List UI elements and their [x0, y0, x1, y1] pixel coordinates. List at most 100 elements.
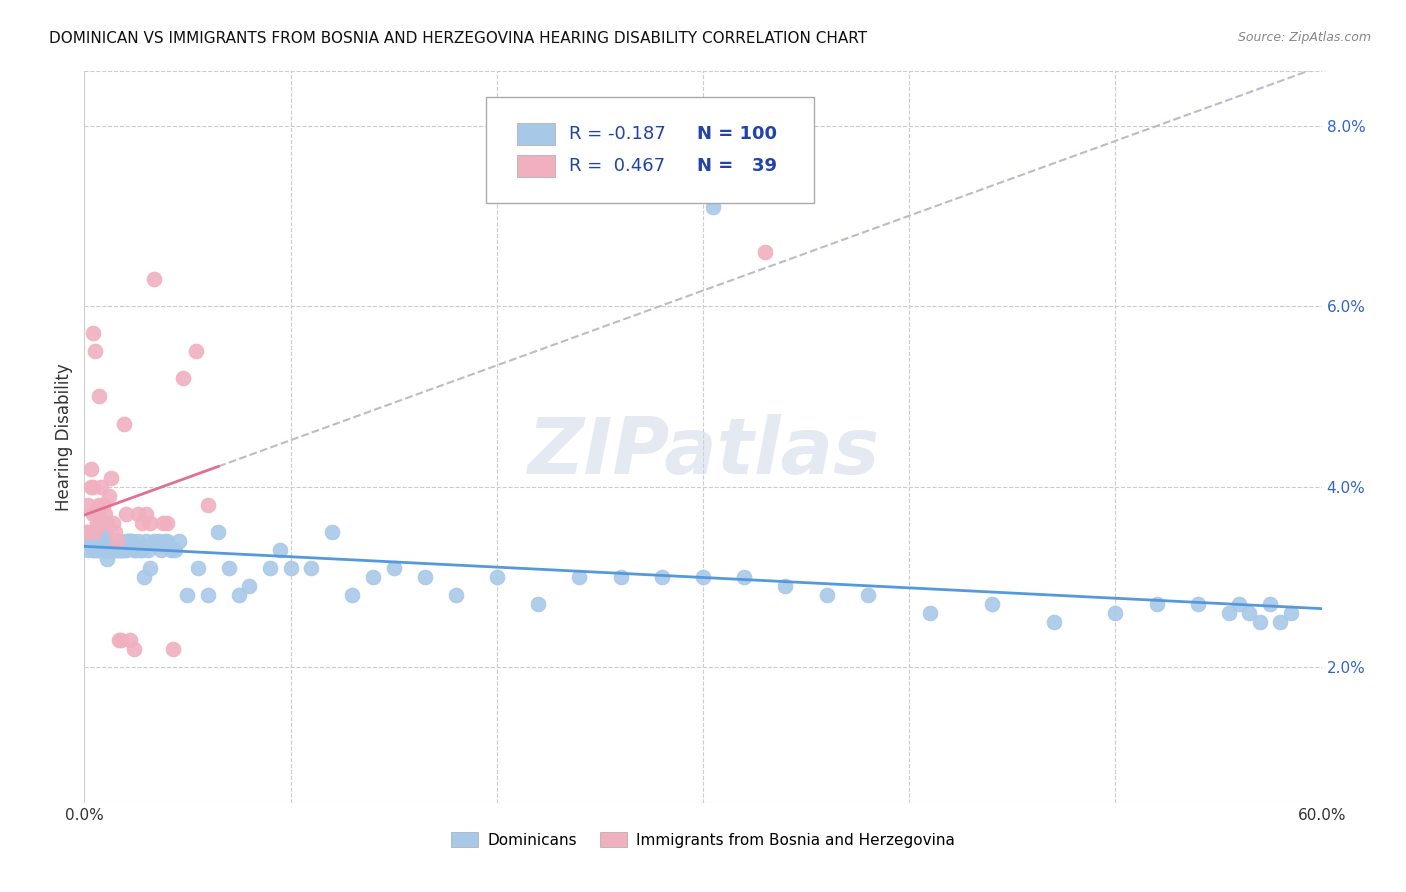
Point: [82, 326, 104, 341]
Point: [110, 633, 132, 648]
Point: [172, 371, 194, 385]
Point: [160, 543, 183, 558]
Point: [77, 524, 100, 539]
Point: [148, 533, 170, 548]
Point: [87, 516, 110, 530]
Point: [609, 570, 631, 584]
Point: [114, 543, 136, 558]
Point: [122, 642, 145, 657]
Point: [114, 507, 136, 521]
Point: [197, 588, 219, 602]
Point: [108, 543, 131, 558]
Point: [152, 516, 174, 530]
Point: [149, 543, 172, 558]
Point: [90, 480, 112, 494]
Point: [238, 579, 260, 593]
FancyBboxPatch shape: [517, 122, 554, 145]
Point: [105, 533, 128, 548]
Point: [112, 543, 135, 558]
Point: [197, 498, 219, 512]
Point: [269, 543, 291, 558]
Point: [108, 633, 131, 648]
Point: [162, 642, 184, 657]
Point: [131, 516, 153, 530]
Point: [918, 606, 941, 620]
Text: Source: ZipAtlas.com: Source: ZipAtlas.com: [1237, 31, 1371, 45]
Point: [127, 533, 149, 548]
Point: [815, 588, 838, 602]
Point: [86, 516, 108, 530]
Point: [100, 543, 122, 558]
Point: [117, 533, 139, 548]
Text: R =  0.467: R = 0.467: [569, 158, 665, 176]
Point: [135, 533, 157, 548]
Text: ZIPatlas: ZIPatlas: [527, 414, 879, 490]
Point: [856, 588, 879, 602]
Point: [733, 570, 755, 584]
Point: [75, 533, 97, 548]
Point: [156, 516, 179, 530]
Point: [143, 533, 166, 548]
Point: [103, 543, 125, 558]
Point: [98, 543, 121, 558]
Point: [1218, 606, 1240, 620]
Point: [96, 552, 118, 566]
Point: [110, 543, 132, 558]
Point: [104, 543, 127, 558]
Point: [382, 561, 405, 575]
Point: [87, 543, 110, 558]
Point: [187, 561, 209, 575]
Point: [1042, 615, 1064, 630]
Point: [83, 533, 105, 548]
Point: [125, 543, 148, 558]
Point: [218, 561, 240, 575]
Legend: Dominicans, Immigrants from Bosnia and Herzegovina: Dominicans, Immigrants from Bosnia and H…: [444, 825, 962, 854]
Point: [136, 543, 159, 558]
Point: [259, 561, 281, 575]
Point: [87, 533, 110, 548]
Point: [94, 524, 117, 539]
Point: [108, 533, 131, 548]
Point: [103, 516, 125, 530]
Point: [83, 543, 105, 558]
Point: [86, 507, 108, 521]
Point: [104, 533, 127, 548]
Point: [775, 579, 797, 593]
Y-axis label: Hearing Disability: Hearing Disability: [55, 363, 73, 511]
Point: [165, 543, 187, 558]
Point: [87, 498, 110, 512]
Point: [110, 543, 132, 558]
FancyBboxPatch shape: [486, 97, 814, 203]
Point: [82, 507, 104, 521]
Point: [444, 588, 467, 602]
Point: [139, 516, 162, 530]
Point: [98, 533, 121, 548]
Point: [228, 588, 250, 602]
Point: [77, 498, 100, 512]
Point: [127, 507, 149, 521]
Point: [342, 588, 364, 602]
Point: [91, 533, 114, 548]
Point: [91, 543, 114, 558]
Point: [77, 543, 100, 558]
Point: [83, 344, 105, 359]
Point: [131, 543, 153, 558]
FancyBboxPatch shape: [517, 155, 554, 178]
Point: [167, 533, 190, 548]
Point: [118, 633, 141, 648]
Point: [118, 533, 141, 548]
Text: N =   39: N = 39: [697, 158, 776, 176]
Point: [112, 417, 135, 431]
Point: [86, 533, 108, 548]
Point: [129, 543, 152, 558]
Point: [79, 480, 101, 494]
Point: [184, 344, 207, 359]
Point: [100, 543, 122, 558]
Point: [692, 570, 714, 584]
Point: [702, 200, 724, 214]
Point: [79, 533, 101, 548]
Point: [121, 533, 143, 548]
Point: [207, 524, 229, 539]
Point: [96, 533, 118, 548]
Point: [94, 543, 117, 558]
